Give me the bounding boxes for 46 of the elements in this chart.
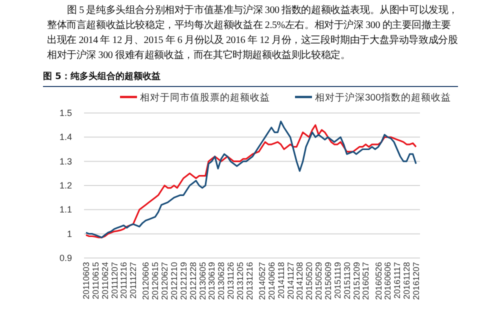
y-tick-label: 1.4 [59, 132, 72, 142]
y-tick-label: 1 [66, 228, 72, 239]
chart-title: 图 5：纯多头组合的超额收益 [43, 70, 458, 87]
legend-label: 相对于沪深300指数的超额收益 [315, 92, 451, 104]
x-tick-label: 20150609 [323, 262, 333, 300]
x-tick-label: 20141118 [276, 262, 286, 299]
caption: 图 5 是纯多头组合分别相对于市值基准与沪深 300 指数的超额收益表现。从图中可以发现，整体而言超额收益比较稳定，平均每次超额收益在 2.5%左右。相对于沪深 300 的主要回撤主要出现在 2014 年 12 月、2015 年 6 月份以及 2016 年 12 月份，这三段时期由于大盘异动导致成分股相对于沪深 300 很难有超额收益，而在其它时期超额收益则比较稳定。 [47, 4, 459, 63]
x-tick-label: 20120606 [140, 262, 151, 300]
y-tick-label: 1.1 [59, 204, 72, 215]
x-tick-label: 20121219 [178, 262, 188, 300]
x-tick-label: 20160606 [382, 262, 393, 300]
x-tick-label: 20141208 [294, 262, 305, 300]
x-tick-label: 20160517 [360, 262, 371, 300]
x-tick-label: 20131205 [235, 262, 245, 300]
y-tick-label: 1.5 [59, 108, 72, 118]
x-tick-label: 20151119 [332, 262, 342, 299]
x-tick-label: 20150520 [304, 262, 314, 300]
y-tick-label: 0.9 [59, 253, 72, 263]
y-tick-label: 1.3 [59, 156, 72, 166]
x-tick-label: 20160526 [373, 262, 384, 300]
x-tick-label: 20111227 [128, 262, 138, 299]
x-tick-label: 20130619 [206, 262, 217, 300]
x-tick-label: 20110615 [90, 262, 100, 300]
x-tick-label: 20131216 [244, 262, 254, 300]
x-tick-label: 20151130 [342, 262, 352, 300]
x-tick-label: 20130605 [197, 262, 208, 300]
x-tick-label: 20140606 [266, 262, 276, 300]
x-tick-label: 20111216 [118, 262, 129, 299]
legend-label: 相对于同市值股票的超额收益 [140, 92, 270, 104]
x-tick-label: 20110603 [81, 262, 91, 300]
x-tick-label: 20161128 [402, 262, 412, 300]
x-tick-label: 20121228 [188, 262, 198, 300]
x-tick-label: 20151209 [351, 262, 362, 300]
x-tick-label: 20161117 [392, 262, 402, 299]
x-tick-label: 20121210 [169, 262, 179, 300]
x-tick-label: 20110624 [100, 262, 110, 300]
x-tick-label: 20111207 [109, 262, 120, 299]
x-tick-label: 20161207 [411, 262, 421, 300]
x-tick-label: 20120627 [160, 262, 170, 300]
x-tick-label: 20150529 [314, 262, 324, 300]
x-tick-label: 20120615 [150, 262, 160, 300]
x-tick-label: 20131126 [226, 262, 236, 300]
x-tick-label: 20140527 [257, 262, 267, 300]
y-tick-label: 1.2 [59, 180, 72, 190]
x-tick-label: 20141127 [285, 262, 296, 300]
x-tick-label: 20130628 [216, 262, 226, 300]
